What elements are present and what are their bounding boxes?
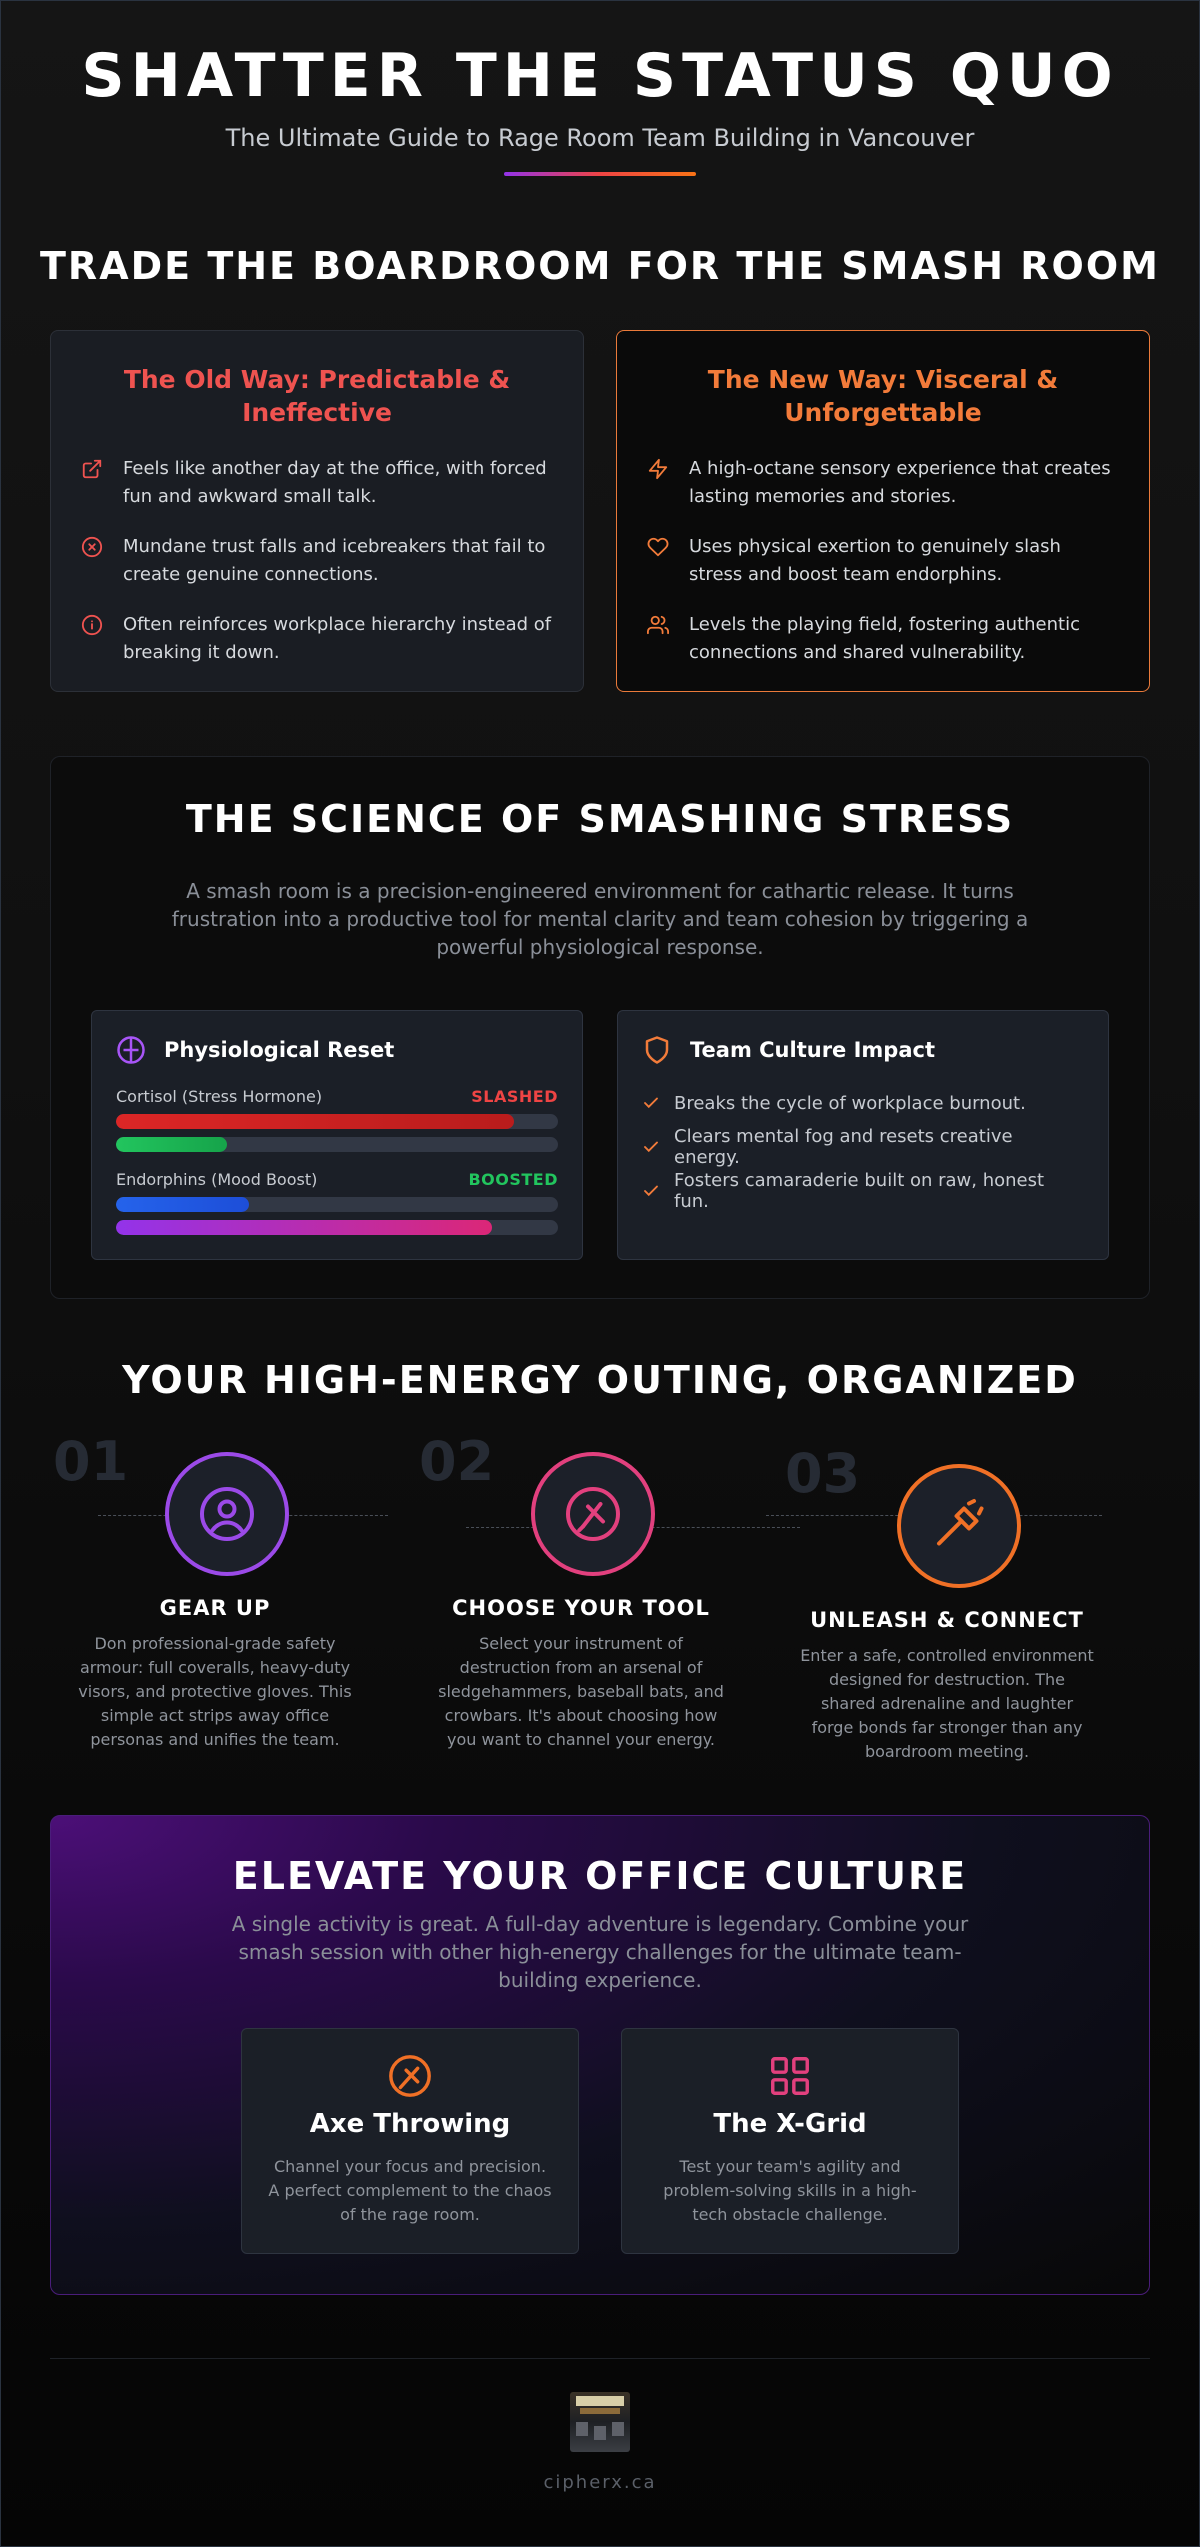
activity-title: Axe Throwing (309, 2109, 511, 2139)
activity-x-grid: The X-Grid Test your team's agility and … (621, 2028, 959, 2254)
cortisol-before-bar (116, 1114, 558, 1129)
old-way-item-text: Feels like another day at the office, wi… (123, 458, 547, 507)
old-way-item-text: Mundane trust falls and icebreakers that… (123, 536, 546, 585)
new-way-card: The New Way: Visceral & Unforgettable A … (616, 330, 1150, 692)
list-item: Often reinforces workplace hierarchy ins… (81, 611, 553, 667)
endorphins-before-bar (116, 1197, 558, 1212)
list-item: A high-octane sensory experience that cr… (647, 455, 1119, 511)
x-circle-icon (81, 536, 103, 558)
step-number: 02 (419, 1430, 495, 1493)
hero: SHATTER THE STATUS QUO The Ultimate Guid… (0, 40, 1200, 176)
activity-description: Test your team's agility and problem-sol… (663, 2157, 917, 2224)
check-icon (644, 1097, 658, 1109)
step-heading: GEAR UP (159, 1596, 271, 1620)
step-description: Enter a safe, controlled environment des… (800, 1646, 1094, 1761)
science-description: A smash room is a precision-engineered e… (171, 879, 1029, 959)
activity-title: The X-Grid (713, 2109, 867, 2139)
old-way-heading: The Old Way: Predictable & Ineffective (123, 365, 511, 427)
elevate-title: ELEVATE YOUR OFFICE CULTURE (232, 1854, 968, 1898)
old-way-card: The Old Way: Predictable & Ineffective F… (50, 330, 584, 692)
info-icon (81, 614, 103, 636)
user-icon (200, 1487, 254, 1541)
physiological-reset-panel: Physiological Reset Cortisol (Stress Hor… (91, 1010, 583, 1260)
external-link-icon (82, 459, 102, 479)
cortisol-metric: Cortisol (Stress Hormone) SLASHED (116, 1087, 558, 1152)
footer-divider (50, 2358, 1150, 2359)
step-choose-tool: 02 CHOOSE YOUR TOOL Select your instrume… (416, 1430, 746, 1750)
step-heading: CHOOSE YOUR TOOL (452, 1596, 710, 1620)
cortisol-after-bar (116, 1137, 558, 1152)
axe-icon (389, 2055, 431, 2097)
step-heading: UNLEASH & CONNECT (810, 1608, 1084, 1632)
list-item: Fosters camaraderie built on raw, honest… (642, 1169, 1084, 1213)
hero-divider (504, 172, 696, 176)
elevate-description: A single activity is great. A full-day a… (231, 1912, 969, 1992)
activity-description: Channel your focus and precision. A perf… (268, 2157, 552, 2224)
check-icon (644, 1141, 658, 1153)
team-culture-panel: Team Culture Impact Breaks the cycle of … (617, 1010, 1109, 1260)
list-item: Uses physical exertion to genuinely slas… (647, 533, 1119, 589)
old-way-item-text: Often reinforces workplace hierarchy ins… (123, 614, 552, 663)
step-unleash: 03 UNLEASH & CONNECT Enter a safe, contr… (782, 1442, 1112, 1762)
hammer-icon (937, 1499, 984, 1546)
grid-icon (771, 2057, 809, 2095)
outing-title: YOUR HIGH-ENERGY OUTING, ORGANIZED (122, 1358, 1078, 1402)
step-icon-circle (531, 1452, 655, 1576)
heart-icon (647, 537, 669, 557)
team-culture-title: Team Culture Impact (690, 1038, 935, 1062)
science-title: THE SCIENCE OF SMASHING STRESS (185, 797, 1015, 841)
new-way-item-text: Uses physical exertion to genuinely slas… (689, 536, 1061, 585)
metric-status: SLASHED (471, 1087, 558, 1106)
new-way-item-text: Levels the playing field, fostering auth… (689, 614, 1080, 663)
culture-item-text: Breaks the cycle of workplace burnout. (674, 1092, 1026, 1114)
list-item: Mundane trust falls and icebreakers that… (81, 533, 553, 589)
activity-axe-throwing: Axe Throwing Channel your focus and prec… (241, 2028, 579, 2254)
step-description: Select your instrument of destruction fr… (438, 1634, 724, 1749)
list-item: Levels the playing field, fostering auth… (647, 611, 1119, 667)
metric-label: Endorphins (Mood Boost) (116, 1170, 318, 1189)
shield-icon (645, 1036, 669, 1064)
lightning-icon (648, 458, 668, 480)
hero-title: SHATTER THE STATUS QUO (81, 41, 1119, 111)
crossed-tools-icon (566, 1487, 620, 1541)
site-logo (570, 2392, 630, 2452)
target-icon (117, 1036, 145, 1064)
hero-subtitle: The Ultimate Guide to Rage Room Team Bui… (225, 124, 975, 152)
endorphins-metric: Endorphins (Mood Boost) BOOSTED (116, 1170, 558, 1235)
comparison-title: TRADE THE BOARDROOM FOR THE SMASH ROOM (40, 244, 1160, 288)
culture-item-text: Clears mental fog and resets creative en… (674, 1126, 1013, 1168)
metric-status: BOOSTED (468, 1170, 558, 1189)
culture-item-text: Fosters camaraderie built on raw, honest… (674, 1170, 1045, 1212)
step-icon-circle (897, 1464, 1021, 1588)
list-item: Clears mental fog and resets creative en… (642, 1125, 1084, 1169)
endorphins-after-bar (116, 1220, 558, 1235)
science-section: THE SCIENCE OF SMASHING STRESS A smash r… (50, 756, 1150, 1299)
new-way-item-text: A high-octane sensory experience that cr… (689, 458, 1111, 507)
step-description: Don professional-grade safety armour: fu… (78, 1634, 352, 1749)
step-gear-up: 01 GEAR UP Don professional-grade safety… (50, 1430, 380, 1750)
elevate-section: ELEVATE YOUR OFFICE CULTURE A single act… (50, 1815, 1150, 2295)
list-item: Breaks the cycle of workplace burnout. (642, 1081, 1084, 1125)
footer-site-link[interactable]: cipherx.ca (543, 2472, 657, 2493)
metric-label: Cortisol (Stress Hormone) (116, 1087, 323, 1106)
step-number: 01 (53, 1430, 129, 1493)
step-icon-circle (165, 1452, 289, 1576)
check-icon (644, 1185, 658, 1197)
users-icon (647, 615, 669, 635)
list-item: Feels like another day at the office, wi… (81, 455, 553, 511)
step-number: 03 (785, 1442, 861, 1505)
new-way-heading: The New Way: Visceral & Unforgettable (707, 365, 1059, 427)
physiological-reset-title: Physiological Reset (164, 1038, 395, 1062)
